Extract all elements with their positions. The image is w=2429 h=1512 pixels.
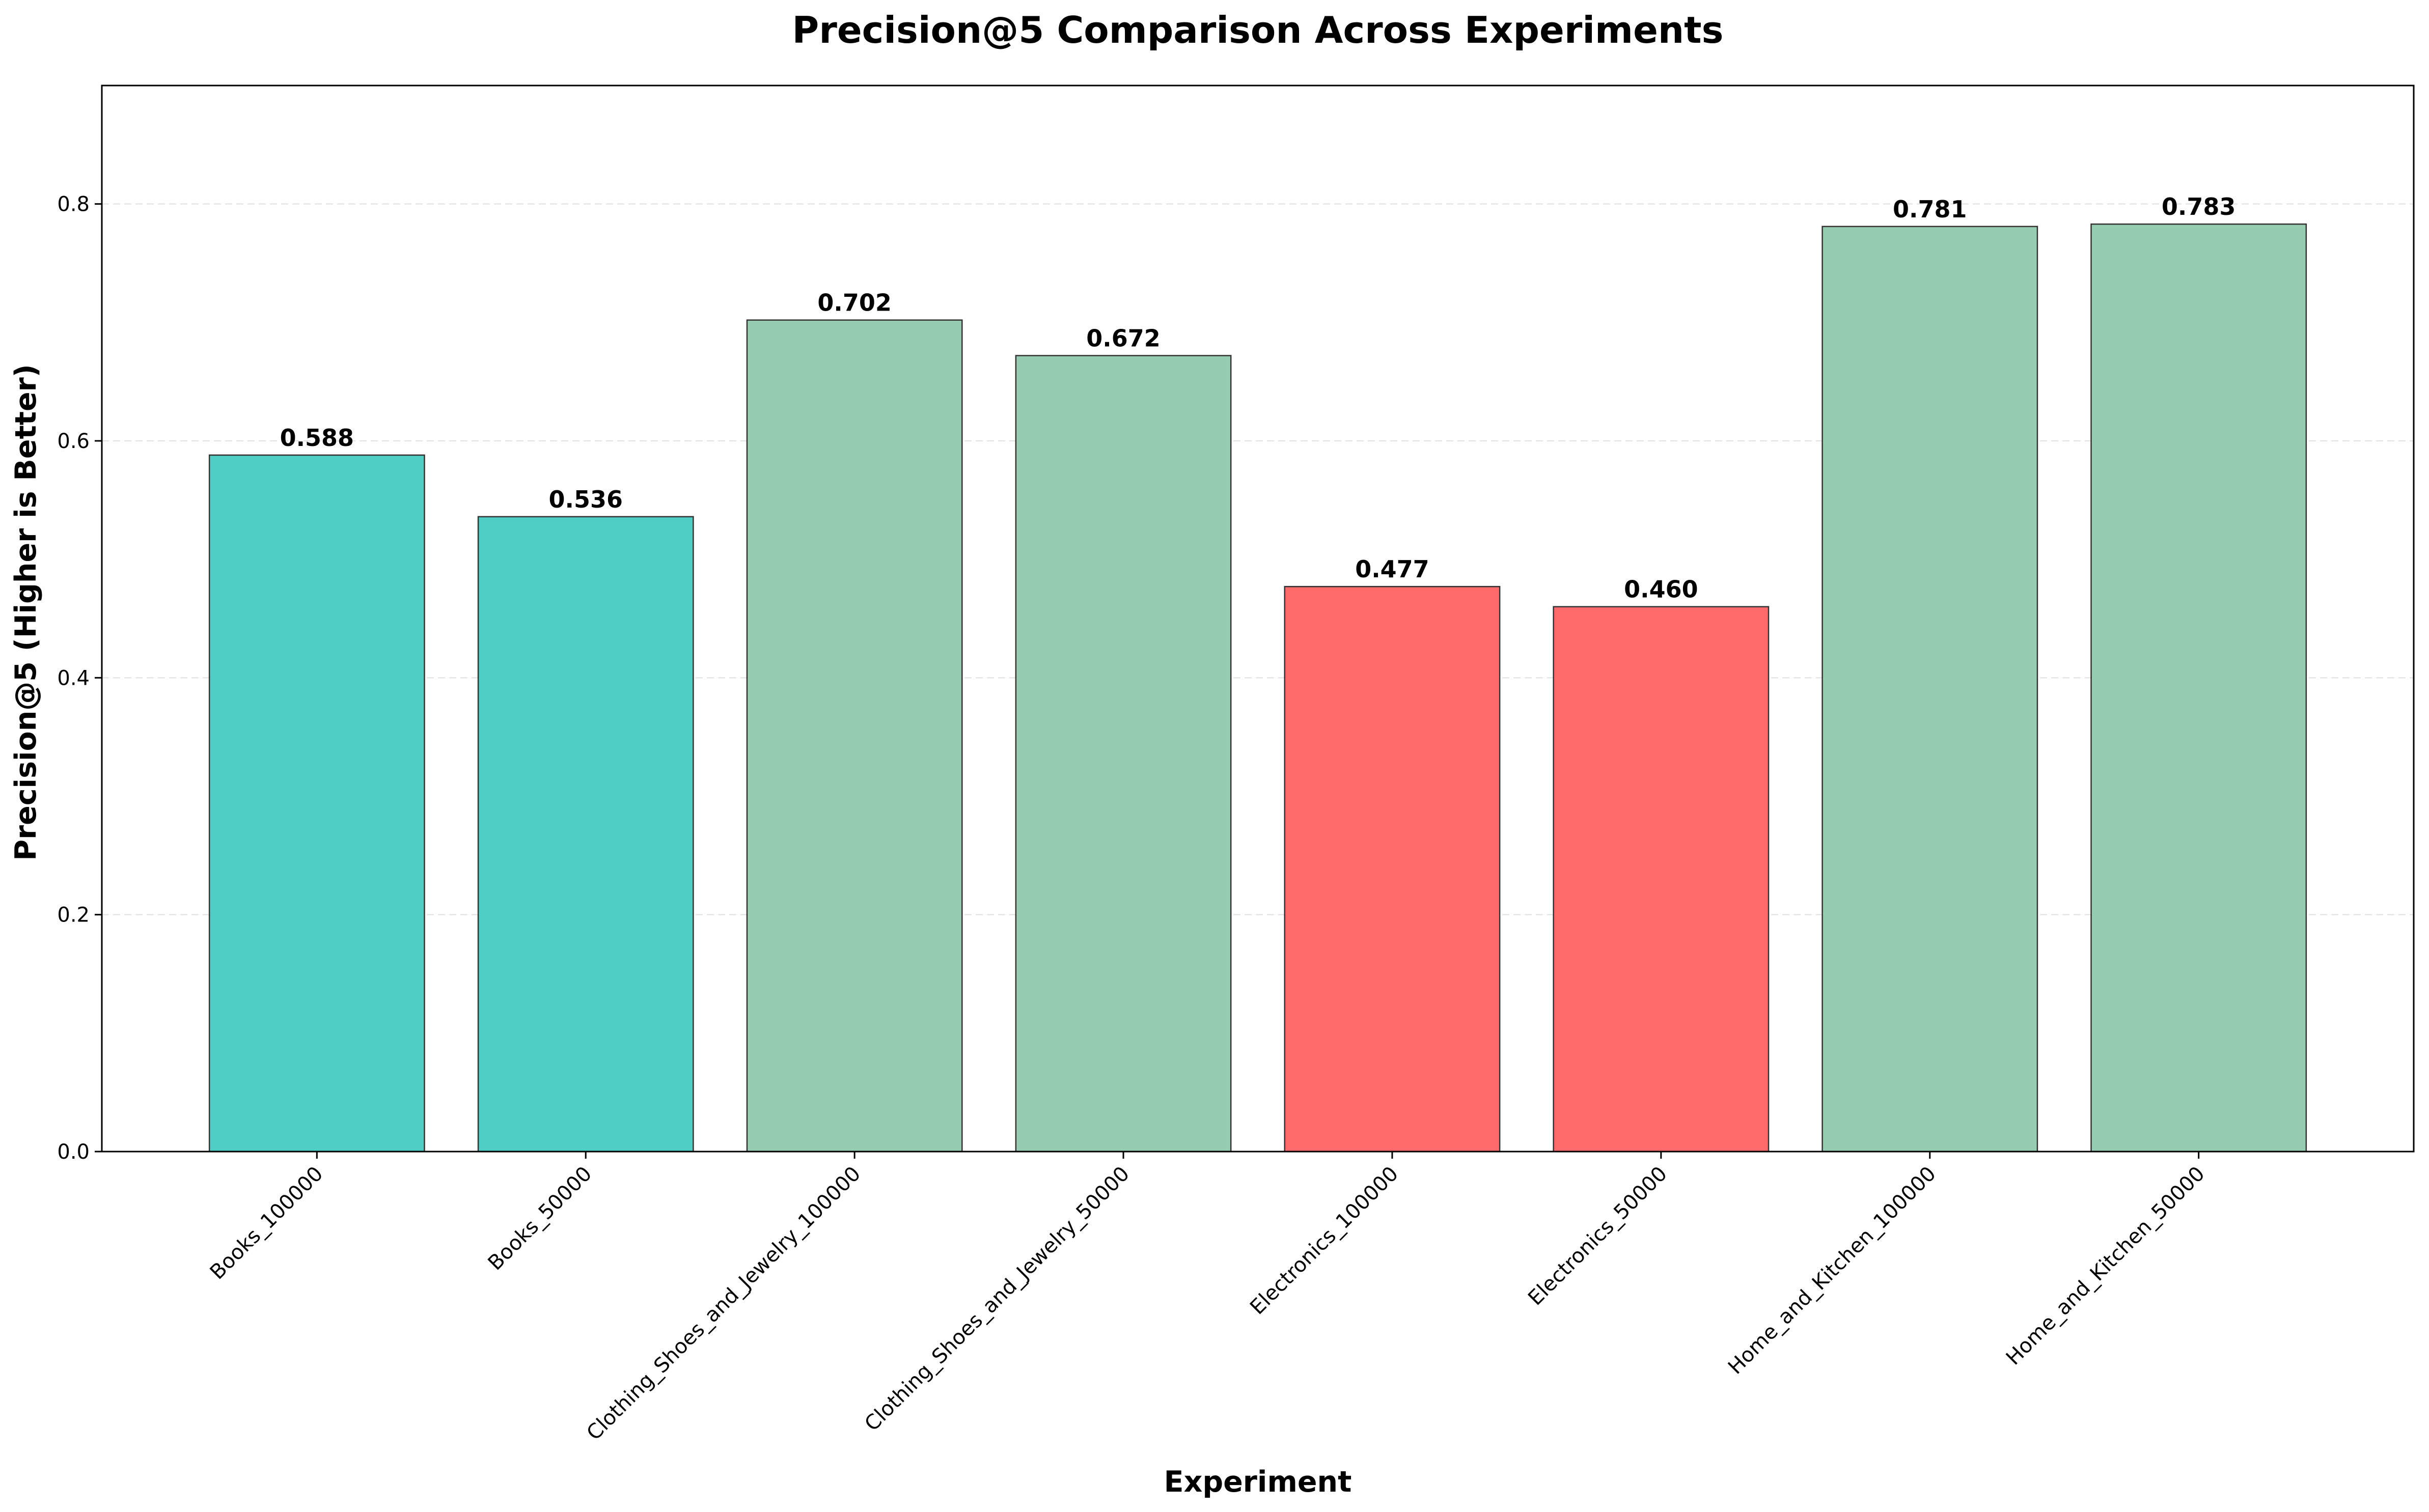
bar-home-and-kitchen-100000 <box>1821 226 2038 1153</box>
y-tick-label: 0.2 <box>57 904 90 927</box>
gridlines <box>102 203 2414 915</box>
bar-clothing-shoes-and-jewelry-50000 <box>1015 355 1232 1153</box>
y-tick-label: 0.8 <box>57 193 90 216</box>
x-tick-label: Clothing_Shoes_and_Jewelry_50000 <box>860 1162 1134 1436</box>
x-tick-label: Home_and_Kitchen_100000 <box>1724 1162 1941 1379</box>
y-tick-label: 0.4 <box>57 666 90 690</box>
bars-group <box>208 223 2307 1153</box>
bar-clothing-shoes-and-jewelry-100000 <box>746 319 963 1153</box>
plot-frame <box>101 85 2415 1153</box>
bar-home-and-kitchen-50000 <box>2090 223 2307 1153</box>
y-axis-label: Precision@5 (Higher is Better) <box>9 364 43 861</box>
bar-value-label: 0.536 <box>548 486 623 513</box>
bar-value-label: 0.702 <box>817 289 892 317</box>
x-tick-label: Electronics_100000 <box>1246 1162 1403 1320</box>
x-tick-label: Books_50000 <box>484 1162 597 1275</box>
bar-value-label: 0.588 <box>280 424 354 452</box>
value-labels-group: 0.588 0.536 0.702 0.672 0.477 0.460 0.781 0.783 <box>280 193 2236 603</box>
bar-electronics-50000 <box>1553 606 1770 1153</box>
y-axis-ticks: 0.0 0.2 0.4 0.6 0.8 <box>57 193 102 1164</box>
x-axis-ticks: Books_100000 Books_50000Clothing_Shoes_an… <box>206 1152 2210 1445</box>
bar-electronics-100000 <box>1284 585 1501 1153</box>
bar-value-label: 0.781 <box>1893 195 1967 223</box>
bar-value-label: 0.460 <box>1624 576 1698 603</box>
bar-value-label: 0.672 <box>1086 324 1161 352</box>
bar-books-50000 <box>477 516 694 1153</box>
x-axis-label: Experiment <box>1164 1465 1352 1499</box>
x-tick-label: Home_and_Kitchen_50000 <box>2002 1162 2210 1370</box>
x-tick-label: Clothing_Shoes_and_Jewelry_100000 <box>582 1162 865 1445</box>
bar-value-label: 0.477 <box>1355 555 1429 583</box>
chart-title: Precision@5 Comparison Across Experiment… <box>792 9 1724 51</box>
x-tick-label: Books_100000 <box>206 1162 328 1284</box>
x-tick-label: Electronics_50000 <box>1524 1162 1672 1310</box>
bar-value-label: 0.783 <box>2162 193 2236 220</box>
y-tick-label: 0.6 <box>57 430 90 453</box>
y-tick-label: 0.0 <box>57 1140 90 1164</box>
bar-books-100000 <box>208 454 425 1153</box>
